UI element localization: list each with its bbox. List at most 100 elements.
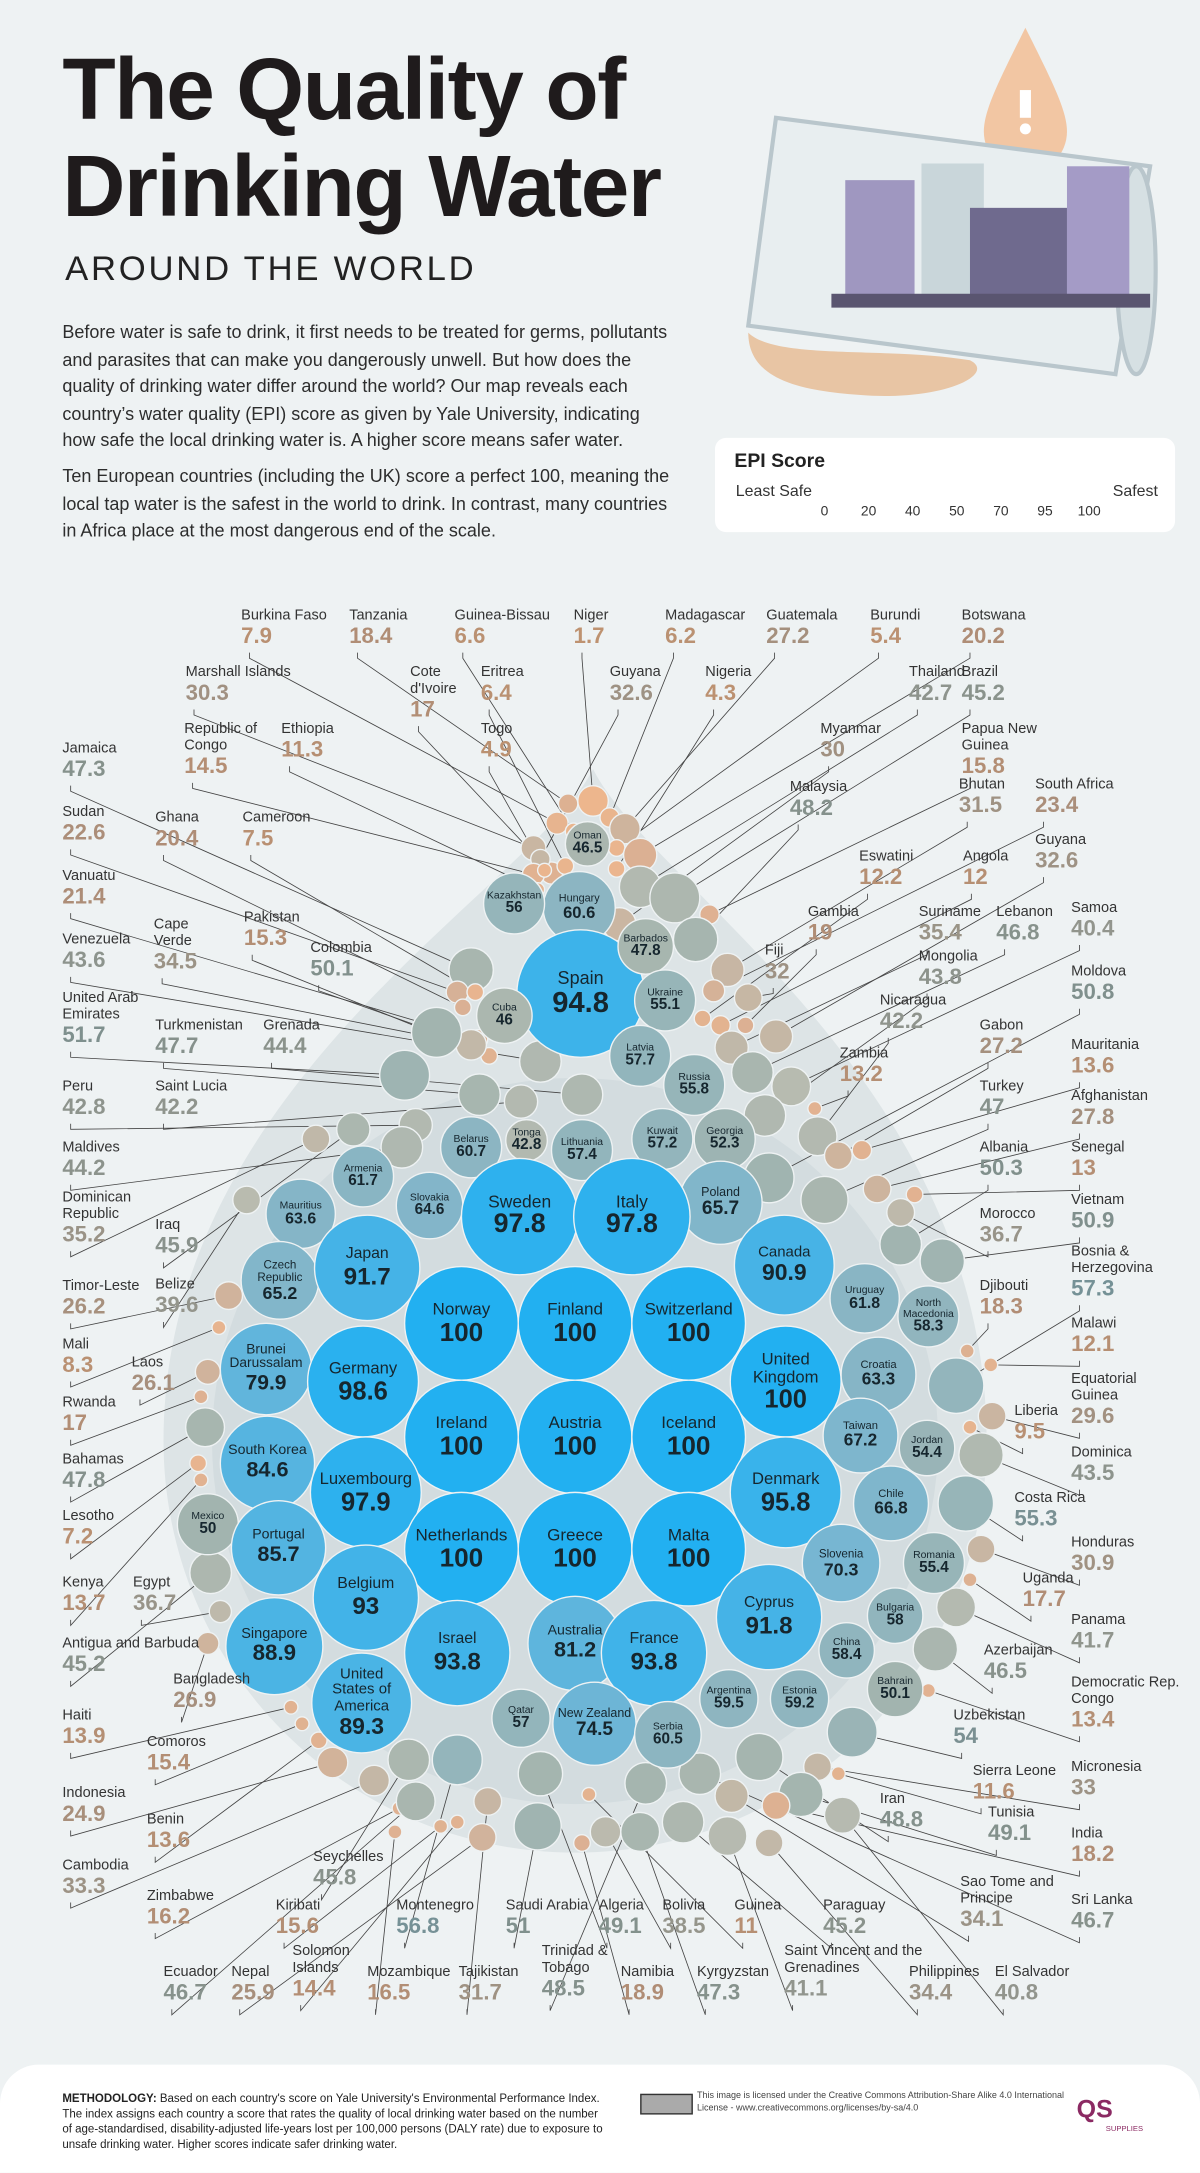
country-bubble	[966, 1534, 996, 1564]
callout-name: Paraguay	[823, 1896, 886, 1914]
callout: Mozambique 16.5	[367, 1964, 478, 2007]
footer	[0, 2064, 1200, 2173]
callout-score: 6.4	[480, 681, 512, 706]
callout-name: Ecuador	[163, 1963, 218, 1981]
callout-name: Namibia	[620, 1963, 675, 1981]
callout-score: 45.9	[155, 1234, 199, 1259]
callout-score: 42.8	[62, 1096, 106, 1120]
callout: Ethiopia 11.3	[281, 721, 392, 764]
leader-line	[674, 709, 971, 899]
bubble-label: Serbia 60.5	[638, 1721, 698, 1748]
callout-score: 16.2	[146, 1905, 191, 1929]
leader-line	[764, 993, 928, 1116]
bubble-score: 95.8	[760, 1486, 811, 1516]
callout-score: 6.2	[665, 624, 696, 649]
callout-score: 12	[963, 866, 988, 890]
bubble-name: Germany	[328, 1358, 398, 1378]
bubble-name: Australia	[547, 1623, 603, 1639]
callout-name: Egypt	[133, 1574, 171, 1591]
bubble-score: 57.2	[647, 1135, 678, 1152]
bubble-label: Latvia 57.7	[613, 1042, 668, 1069]
country-bubble	[800, 1175, 849, 1225]
bubble-label: Bahrain 50.1	[870, 1675, 920, 1703]
callout: Sao Tome and Principe 34.1	[960, 1873, 1071, 1933]
callout: Pakistan 15.3	[244, 909, 355, 952]
leader-line	[289, 766, 538, 890]
callout: Malawi 12.1	[1071, 1315, 1182, 1358]
callout: South Africa 23.4	[1035, 776, 1146, 819]
leader-line	[877, 1133, 1080, 1190]
cc-badge	[640, 2093, 693, 2115]
callout-name: Saint Vincent and the Grenadines	[784, 1942, 923, 1976]
bubble-name: China	[833, 1635, 861, 1648]
bubble-name: Taiwan	[843, 1419, 878, 1432]
country-bubble	[316, 1746, 349, 1779]
callout-score: 41.7	[1071, 1629, 1115, 1654]
callout-name: Haiti	[62, 1707, 92, 1724]
callout-name: Cambodia	[62, 1856, 129, 1874]
callout-name: Nepal	[231, 1963, 270, 1981]
callout-score: 30	[820, 738, 845, 763]
country-bubble	[193, 1472, 209, 1488]
country-bubble	[830, 1766, 846, 1782]
callout-name: Bahamas	[62, 1450, 124, 1468]
callout-name: Gambia	[807, 903, 859, 921]
callout-name: Turkmenistan	[155, 1017, 243, 1034]
callout-score: 20.4	[155, 827, 199, 851]
bubble-label: United Kingdom 100	[736, 1350, 836, 1412]
country-bubble	[771, 1066, 812, 1107]
country-bubble	[482, 872, 546, 935]
bubble-label: Austria 100	[524, 1414, 626, 1459]
bubble-name: Finland	[547, 1299, 603, 1319]
callout: Seychelles 45.8	[313, 1848, 424, 1891]
callout-score: 4.9	[480, 738, 512, 763]
country-bubble	[503, 1084, 539, 1119]
callout: Afghanistan 27.8	[1071, 1088, 1182, 1131]
country-bubble	[193, 1389, 209, 1405]
bubble-score: 67.2	[843, 1431, 878, 1451]
callout: Guinea 11	[734, 1897, 845, 1940]
callout-score: 13.9	[62, 1725, 106, 1749]
callout-name: Myanmar	[820, 720, 881, 738]
bubble-name: Chile	[878, 1487, 904, 1500]
intro: Ten European countries (including the UK…	[62, 465, 670, 541]
callout-score: 30.3	[185, 681, 229, 706]
bubble-name: Hungary	[558, 891, 600, 905]
bubble-name: Netherlands	[415, 1525, 508, 1545]
leader-line	[251, 954, 490, 1057]
callout: Cape Verde 34.5	[154, 916, 223, 976]
leader-line	[900, 1184, 989, 1245]
bubble-label: Barbados 47.8	[621, 932, 671, 960]
callout: Panama 41.7	[1071, 1612, 1182, 1655]
callout-score: 18.2	[1071, 1842, 1115, 1867]
callout-score: 17.7	[1022, 1587, 1066, 1612]
callout-name: Cote d'Ivoire	[410, 663, 457, 697]
leader-line	[699, 1773, 1080, 1944]
country-bubble	[736, 1016, 755, 1035]
country-bubble	[962, 1572, 978, 1588]
callout-score: 42.7	[909, 681, 953, 706]
country-bubble	[977, 1401, 1007, 1431]
callout-score: 50.3	[979, 1157, 1023, 1181]
callout-score: 48.2	[789, 796, 833, 821]
bubble-score: 97.8	[605, 1210, 658, 1240]
callout: Lesotho 7.2	[62, 1508, 173, 1551]
callout-score: 57.3	[1071, 1277, 1115, 1302]
leader-line	[418, 726, 552, 874]
callout-score: 25.9	[231, 1981, 275, 2006]
callout-name: Saudi Arabia	[505, 1896, 589, 1914]
callout: Botswana 20.2	[962, 607, 1073, 650]
leader-line	[70, 1138, 317, 1258]
bubble-label: Germany 98.6	[313, 1359, 413, 1403]
bubble-score: 94.8	[552, 986, 609, 1019]
callout-score: 15.6	[275, 1915, 319, 1939]
callout: Vanuatu 21.4	[62, 867, 173, 910]
country-bubble	[311, 1652, 413, 1754]
bubble-name: Georgia	[706, 1124, 744, 1137]
callout-name: Suriname	[918, 903, 981, 921]
callout-score: 27.2	[766, 624, 810, 649]
country-bubble	[395, 1781, 436, 1822]
callout-name: Dominica	[1071, 1443, 1132, 1461]
country-bubble	[331, 1145, 395, 1208]
